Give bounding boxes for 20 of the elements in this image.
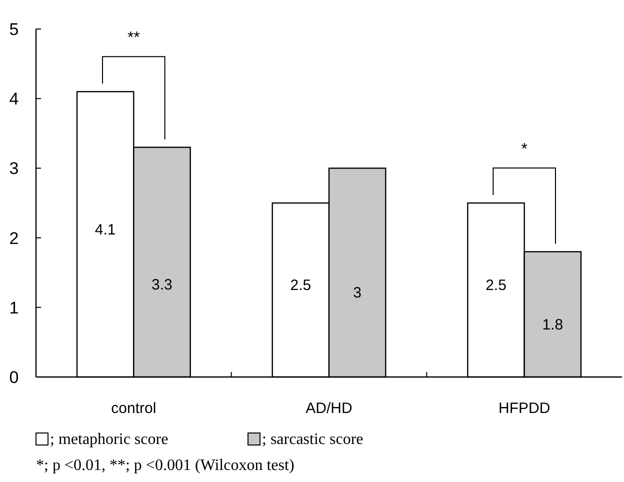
data-label: 4.1 (94, 221, 116, 238)
y-tick-label: 5 (9, 20, 19, 39)
data-label: 2.5 (486, 277, 506, 294)
x-tick-label: control (111, 400, 156, 417)
x-tick-label: AD/HD (306, 400, 352, 417)
y-tick-label: 2 (9, 228, 19, 248)
x-tick-label: HFPDD (498, 400, 550, 417)
y-tick-label: 1 (9, 298, 19, 318)
legend-label: ; sarcastic score (262, 431, 364, 448)
legend-label: ; metaphoric score (50, 431, 168, 448)
data-label: 1.8 (542, 316, 564, 334)
y-tick-label: 0 (9, 368, 19, 387)
data-label: 3.3 (152, 276, 172, 294)
y-tick-label: 4 (9, 90, 19, 109)
y-tick-label: 3 (9, 159, 19, 178)
annotation: * (521, 141, 528, 158)
data-label: 3 (353, 284, 362, 302)
text: *; p <0.01, **; p <0.001 (Wilcoxon test) (36, 457, 294, 474)
data-label: 2.5 (290, 277, 312, 294)
annotation: ** (127, 30, 140, 47)
